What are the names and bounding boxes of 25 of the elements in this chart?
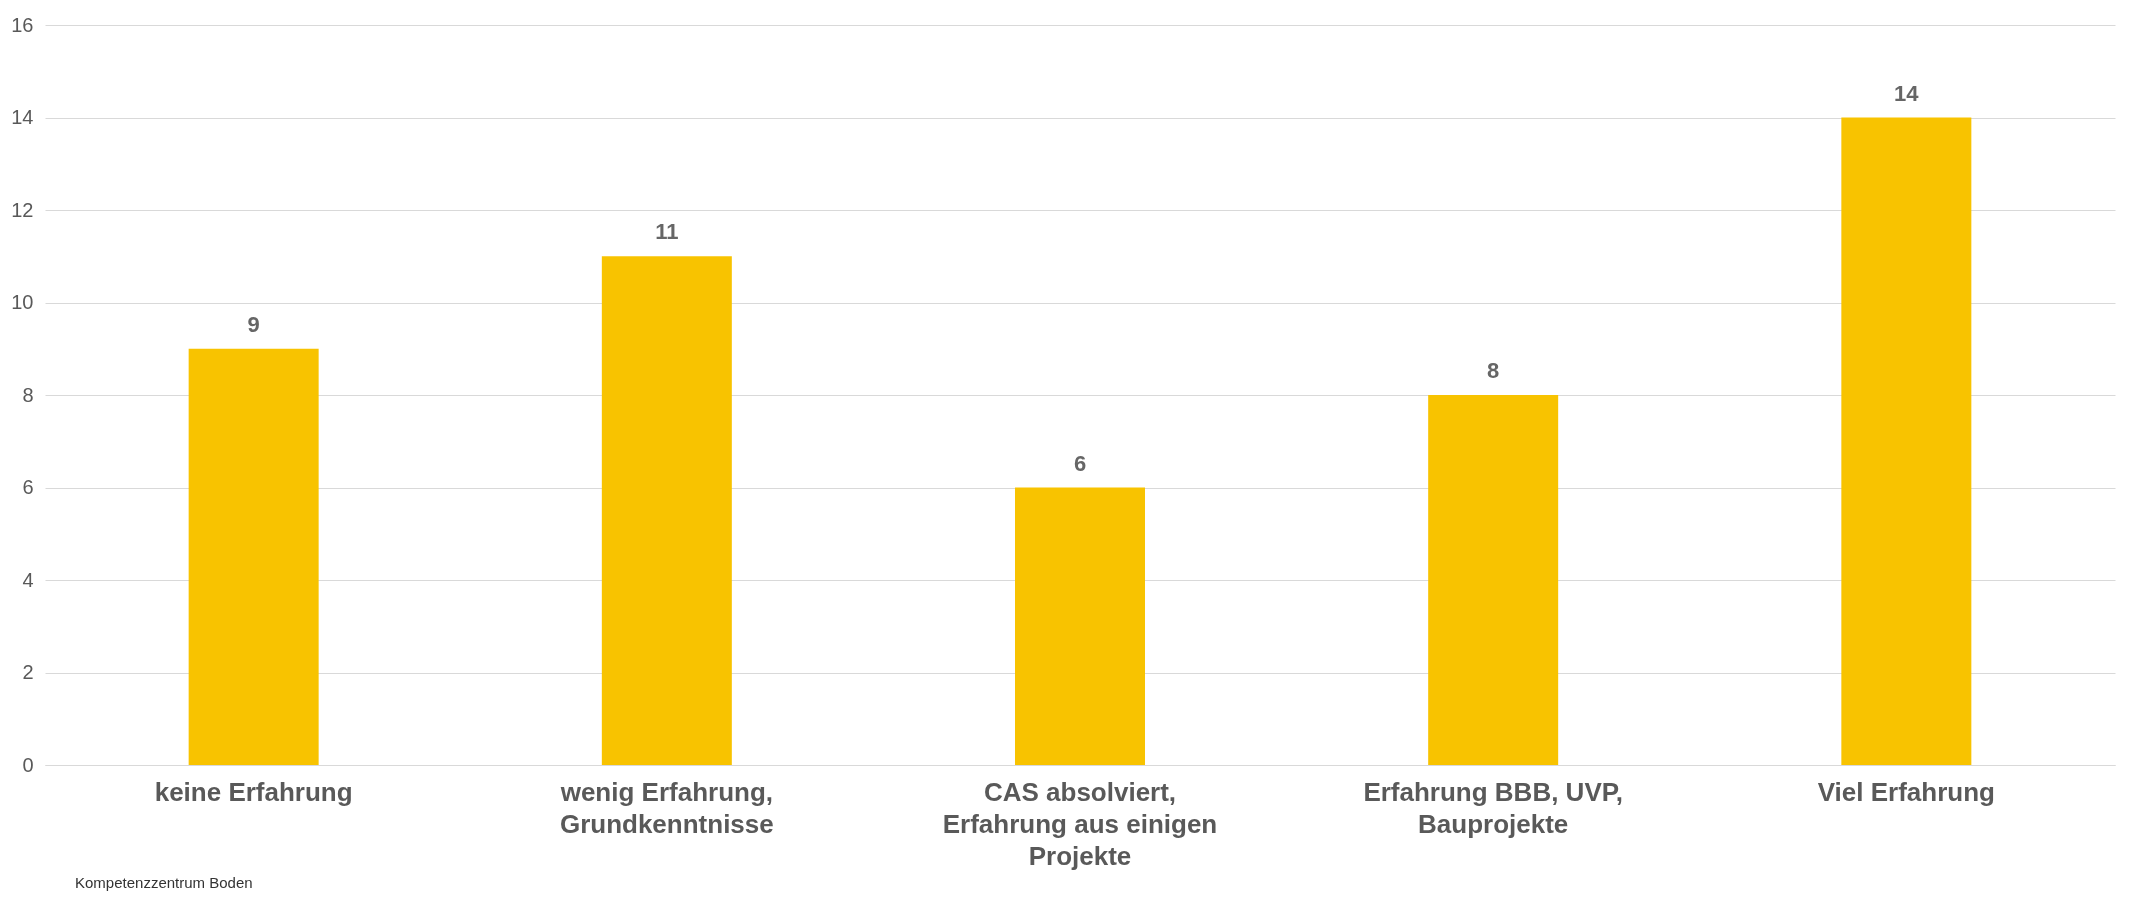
y-tick-label: 6	[22, 476, 34, 498]
text: Kompetenzzentrum Boden	[75, 874, 253, 891]
x-tick-label: Viel Erfahrung	[1817, 776, 1995, 807]
data-label: 6	[1073, 450, 1087, 476]
x-tick-label: wenig Erfahrung, Grundkenntnisse	[559, 776, 774, 839]
x-tick-label: CAS absolviert, Erfahrung aus einigen Projekte	[942, 776, 1218, 871]
bar	[188, 348, 319, 765]
data-label: 9	[247, 311, 260, 337]
data-label: 14	[1894, 80, 1920, 106]
y-tick-label: 10	[11, 291, 34, 313]
y-tick-label: 14	[11, 106, 34, 128]
y-tick-label: 4	[22, 568, 34, 591]
x-tick-label: Erfahrung BBB, UVP, Bauprojekte	[1363, 776, 1623, 839]
y-tick-label: 12	[11, 198, 34, 221]
bar	[1015, 487, 1145, 765]
y-tick-label: 2	[22, 661, 34, 683]
x-tick-label: keine Erfahrung	[154, 776, 353, 807]
data-label: 8	[1487, 358, 1500, 383]
y-tick-label: 0	[22, 753, 34, 776]
y-tick-label: 16	[11, 13, 34, 36]
bar	[1428, 395, 1559, 765]
data-label: 11	[655, 219, 679, 245]
y-tick-label: 8	[22, 383, 34, 406]
bar	[601, 256, 732, 765]
bar	[1841, 117, 1972, 765]
